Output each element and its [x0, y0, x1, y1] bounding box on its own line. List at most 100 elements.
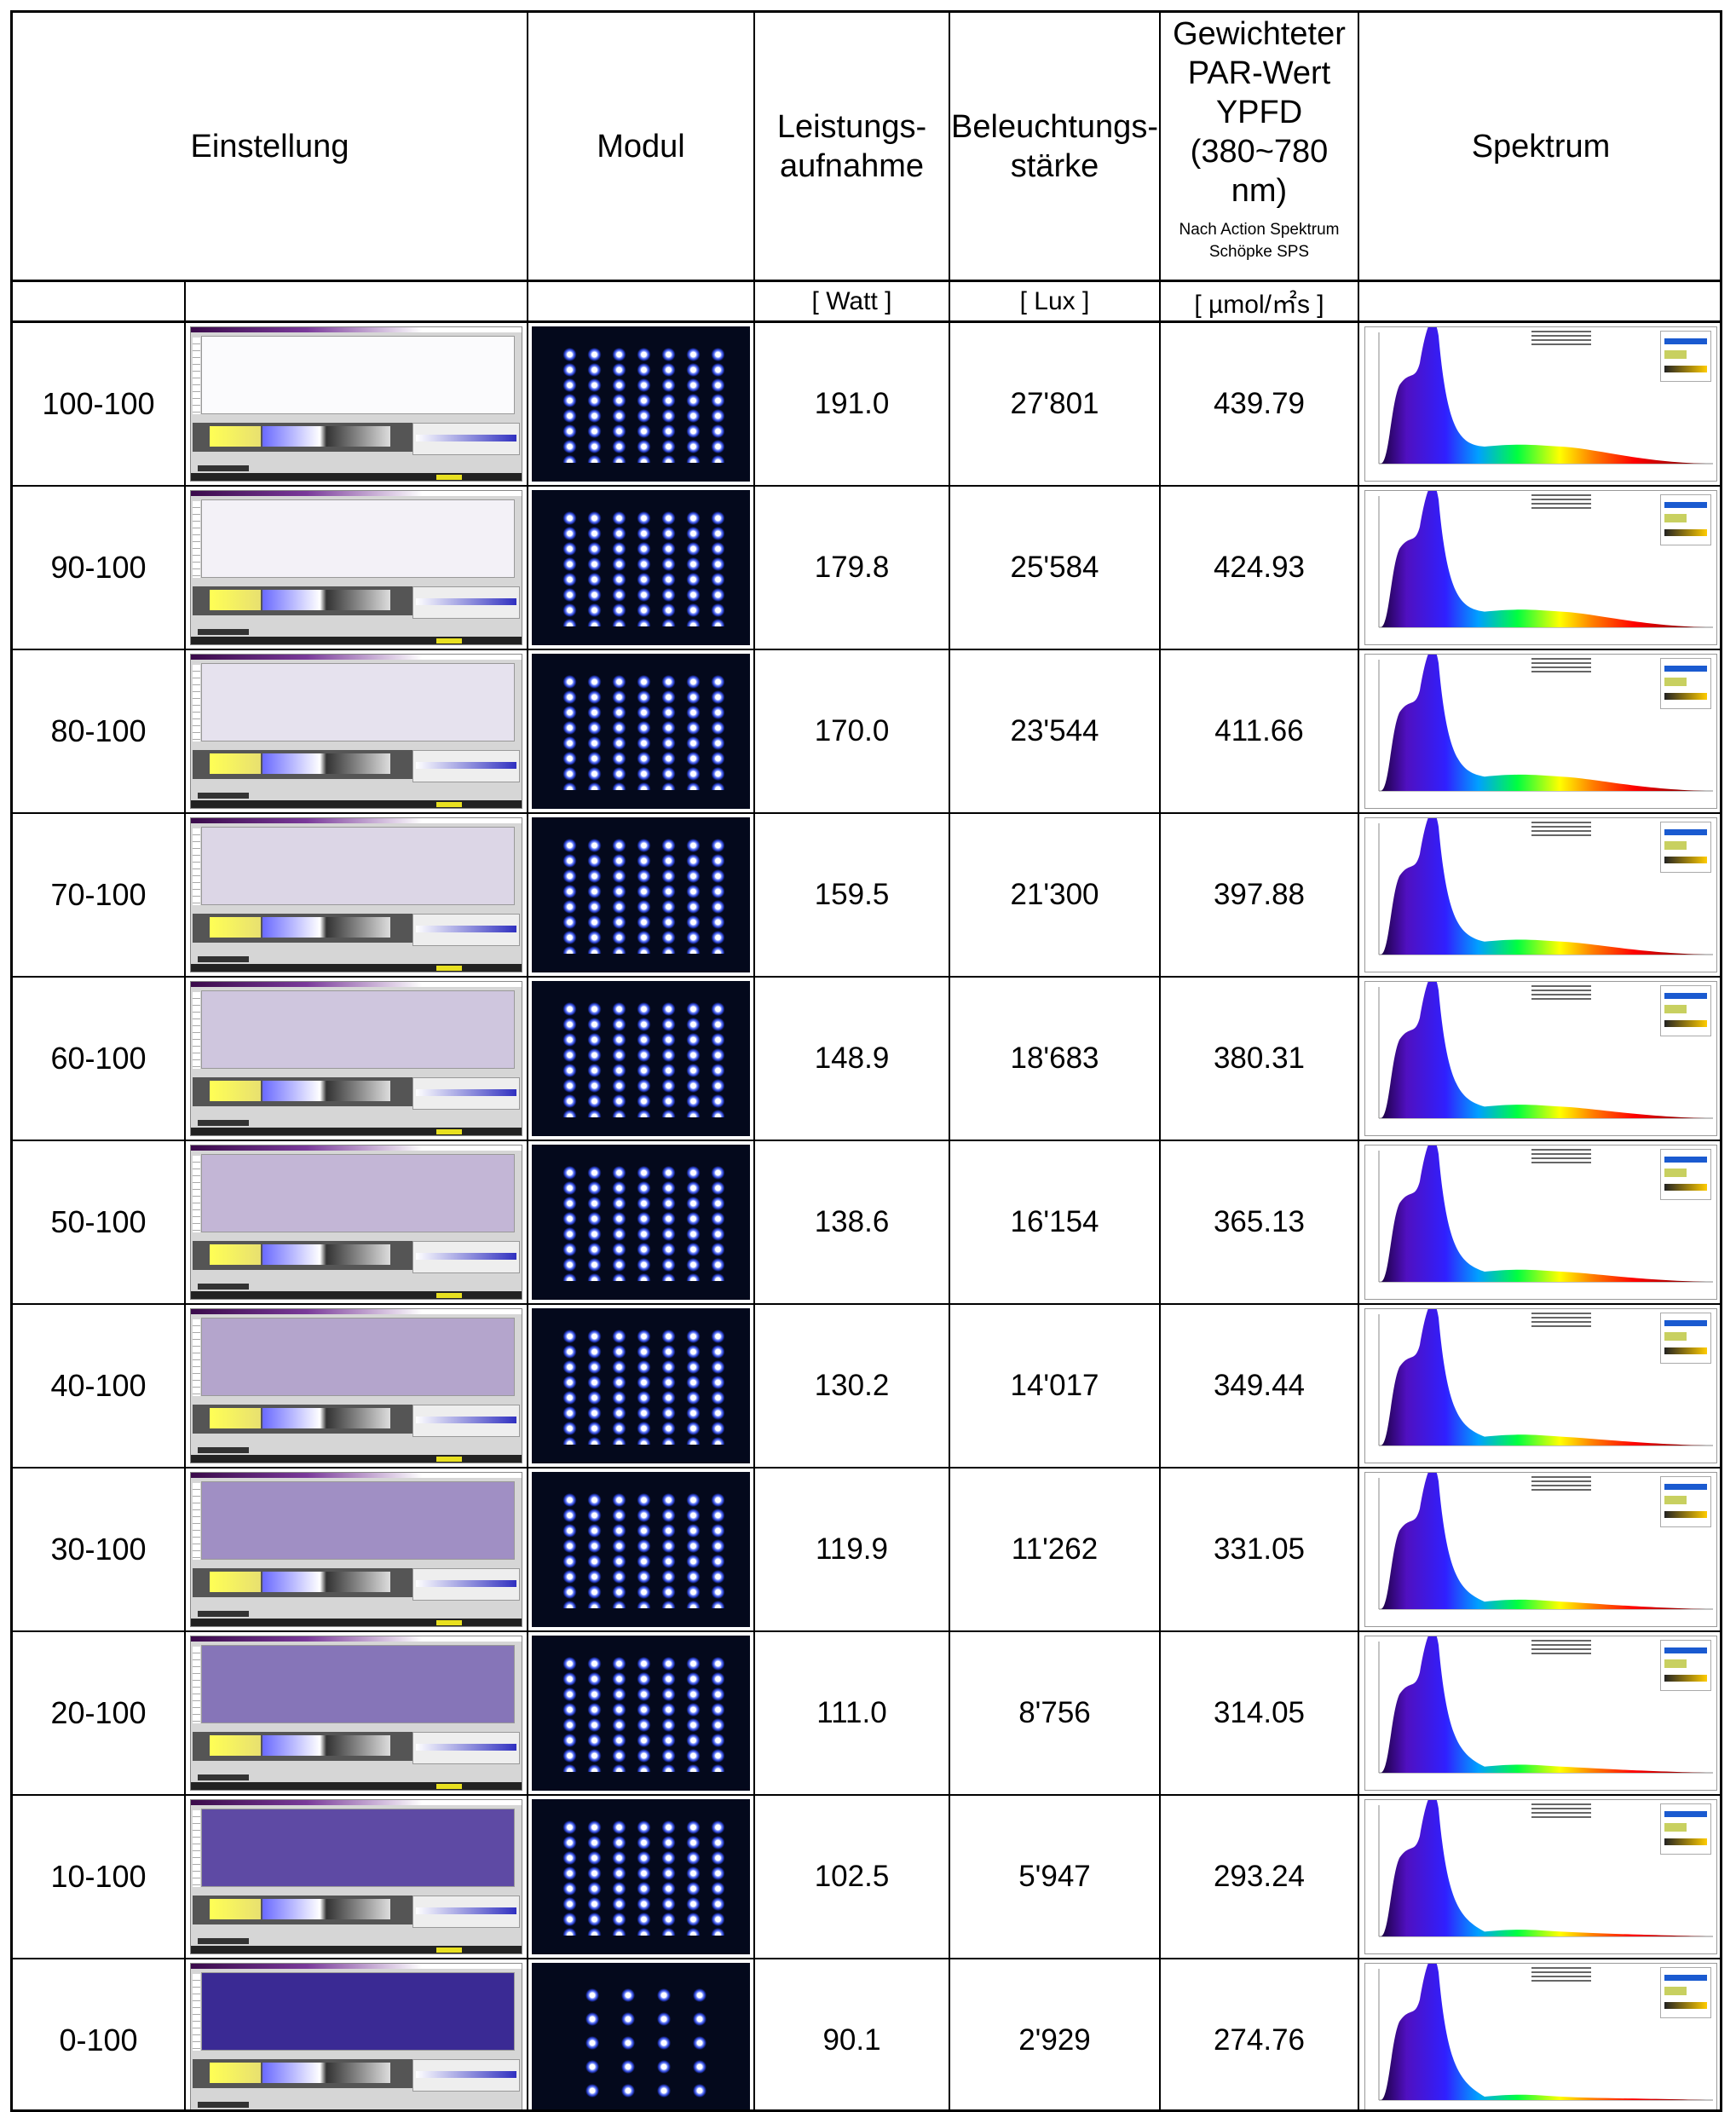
einstellung-cell-text: 30-100 — [50, 1532, 147, 1567]
software-screenshot — [190, 1308, 522, 1463]
header-einstellung: Einstellung — [13, 13, 527, 280]
header-modul-text: Modul — [597, 129, 685, 164]
led-module-photo — [532, 817, 750, 972]
led-module-photo — [532, 1799, 750, 1954]
leistung-cell: 130.2 — [755, 1305, 949, 1467]
lux-cell: 21'300 — [950, 814, 1159, 976]
software-screenshot — [190, 654, 522, 809]
leistung-cell: 90.1 — [755, 1959, 949, 2109]
unit-leistung: [ Watt ] — [755, 282, 949, 321]
lux-cell-text: 21'300 — [1010, 878, 1099, 911]
par-cell: 349.44 — [1161, 1305, 1358, 1467]
lux-cell-text: 18'683 — [1010, 1042, 1099, 1075]
spectrum-chart — [1364, 654, 1717, 809]
header-spektrum: Spektrum — [1359, 13, 1720, 280]
lux-cell-text: 11'262 — [1011, 1532, 1099, 1566]
spectrum-chart — [1364, 1145, 1717, 1300]
leistung-cell-text: 111.0 — [816, 1696, 887, 1729]
measurement-table: Einstellung Modul Leistungs- aufnahme Be… — [10, 10, 1722, 2112]
par-cell: 314.05 — [1161, 1632, 1358, 1794]
lux-cell-text: 2'929 — [1018, 2023, 1091, 2057]
spectrum-chart — [1364, 1636, 1717, 1791]
leistung-cell-text: 138.6 — [814, 1205, 890, 1238]
spectrum-chart — [1364, 1472, 1717, 1627]
lux-cell-text: 23'544 — [1010, 714, 1099, 747]
einstellung-cell: 20-100 — [13, 1632, 184, 1794]
par-cell-text: 380.31 — [1213, 1042, 1306, 1075]
led-module-photo — [532, 1636, 750, 1791]
lux-cell: 16'154 — [950, 1141, 1159, 1303]
led-module-photo — [532, 981, 750, 1136]
leistung-cell: 111.0 — [755, 1632, 949, 1794]
software-screenshot — [190, 817, 522, 972]
unit-par-text: [ µmol/㎡s ] — [1194, 291, 1324, 319]
lux-cell: 25'584 — [950, 487, 1159, 649]
einstellung-cell-text: 80-100 — [50, 713, 147, 748]
unit-beleuchtung: [ Lux ] — [950, 282, 1159, 321]
spectrum-chart — [1364, 1308, 1717, 1463]
header-par-text: Gewichteter PAR-Wert YPFD (380~780 nm) — [1173, 16, 1346, 209]
einstellung-cell-text: 20-100 — [50, 1695, 147, 1730]
lux-cell-text: 25'584 — [1010, 551, 1099, 584]
lux-cell: 11'262 — [950, 1469, 1159, 1630]
einstellung-cell: 0-100 — [13, 1959, 184, 2109]
spectrum-chart — [1364, 1799, 1717, 1954]
par-cell: 293.24 — [1161, 1796, 1358, 1958]
lux-cell-text: 27'801 — [1010, 387, 1099, 420]
software-screenshot — [190, 1963, 522, 2109]
software-screenshot — [190, 1472, 522, 1627]
par-cell: 424.93 — [1161, 487, 1358, 649]
leistung-cell: 170.0 — [755, 650, 949, 812]
einstellung-cell-text: 60-100 — [50, 1041, 147, 1076]
led-module-photo — [532, 1963, 750, 2109]
par-cell-text: 274.76 — [1213, 2023, 1306, 2057]
einstellung-cell-text: 70-100 — [50, 877, 147, 912]
leistung-cell: 179.8 — [755, 487, 949, 649]
par-cell-text: 439.79 — [1213, 387, 1306, 420]
par-cell-text: 411.66 — [1214, 714, 1304, 747]
einstellung-cell-text: 10-100 — [50, 1859, 147, 1894]
einstellung-cell: 40-100 — [13, 1305, 184, 1467]
lux-cell: 14'017 — [950, 1305, 1159, 1467]
software-screenshot — [190, 1145, 522, 1300]
leistung-cell: 191.0 — [755, 323, 949, 485]
led-module-photo — [532, 490, 750, 645]
lux-cell-text: 8'756 — [1018, 1696, 1091, 1729]
led-module-photo — [532, 1472, 750, 1627]
spectrum-chart — [1364, 326, 1717, 482]
par-cell-text: 349.44 — [1213, 1369, 1306, 1402]
leistung-cell: 102.5 — [755, 1796, 949, 1958]
lux-cell: 23'544 — [950, 650, 1159, 812]
software-screenshot — [190, 326, 522, 482]
spectrum-chart — [1364, 981, 1717, 1136]
leistung-cell-text: 148.9 — [814, 1042, 890, 1075]
einstellung-cell: 30-100 — [13, 1469, 184, 1630]
einstellung-cell-text: 90-100 — [50, 550, 147, 585]
leistung-cell-text: 179.8 — [814, 551, 890, 584]
par-cell-text: 314.05 — [1213, 1696, 1306, 1729]
unit-leistung-text: [ Watt ] — [811, 287, 892, 315]
led-module-photo — [532, 1145, 750, 1300]
lux-cell: 2'929 — [950, 1959, 1159, 2109]
leistung-cell-text: 170.0 — [814, 714, 890, 747]
par-cell: 439.79 — [1161, 323, 1358, 485]
lux-cell-text: 16'154 — [1010, 1205, 1099, 1238]
leistung-cell-text: 119.9 — [816, 1532, 888, 1566]
par-cell-text: 397.88 — [1213, 878, 1306, 911]
einstellung-cell: 10-100 — [13, 1796, 184, 1958]
spectrum-chart — [1364, 490, 1717, 645]
einstellung-cell: 100-100 — [13, 323, 184, 485]
header-beleuchtung: Beleuchtungs- stärke — [950, 13, 1159, 280]
lux-cell: 27'801 — [950, 323, 1159, 485]
led-module-photo — [532, 326, 750, 482]
par-cell: 411.66 — [1161, 650, 1358, 812]
header-par-note: Nach Action Spektrum Schöpke SPS — [1179, 221, 1340, 261]
unit-beleuchtung-text: [ Lux ] — [1019, 287, 1090, 315]
software-screenshot — [190, 1799, 522, 1954]
par-cell: 365.13 — [1161, 1141, 1358, 1303]
leistung-cell: 159.5 — [755, 814, 949, 976]
einstellung-cell-text: 100-100 — [42, 386, 155, 421]
par-cell-text: 424.93 — [1213, 551, 1306, 584]
led-module-photo — [532, 654, 750, 809]
leistung-cell: 119.9 — [755, 1469, 949, 1630]
